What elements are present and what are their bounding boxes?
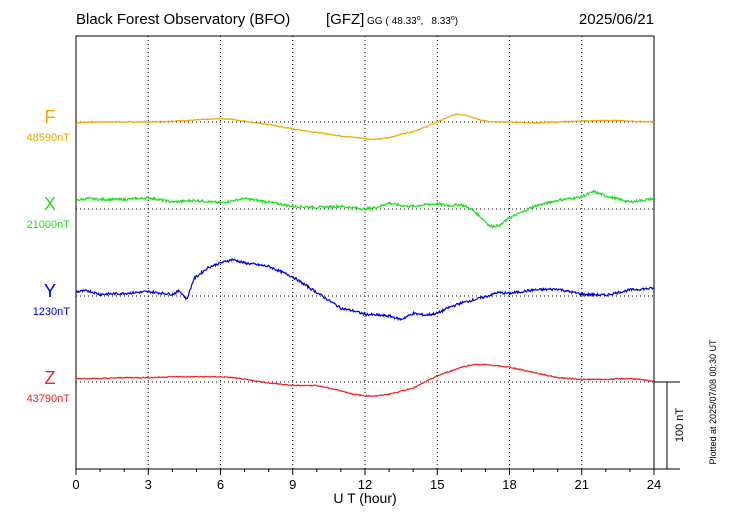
source-tag: [GFZ] <box>326 11 364 28</box>
series-name-y: Y <box>44 281 56 301</box>
x-tick-label: 3 <box>145 477 152 492</box>
lon-degree: o <box>451 15 455 22</box>
series-name-f: F <box>45 107 56 127</box>
lat-degree: o <box>417 15 421 22</box>
series-name-z: Z <box>45 368 56 388</box>
x-tick-label: 0 <box>72 477 79 492</box>
x-tick-label: 12 <box>358 477 372 492</box>
coords-lon: 8.33 <box>431 16 451 27</box>
x-tick-label: 6 <box>217 477 224 492</box>
series-baseline-y: 1230nT <box>33 306 71 318</box>
coords-suffix: ) <box>455 16 458 27</box>
grid-layer <box>76 36 654 469</box>
series-label-layer: F 48590nT X 21000nT Y 1230nT Z 43790nT <box>27 107 71 405</box>
chart-date: 2025/06/21 <box>579 11 654 28</box>
series-line-x <box>75 189 654 228</box>
x-tick-label: 18 <box>502 477 516 492</box>
series-layer <box>75 113 655 398</box>
x-tick-label: 15 <box>430 477 444 492</box>
x-axis-label: U T (hour) <box>333 490 396 506</box>
scale-bar: 100 nT <box>654 381 686 470</box>
series-baseline-f: 48590nT <box>27 132 71 144</box>
series-baseline-x: 21000nT <box>27 219 71 231</box>
scale-bar-label: 100 nT <box>674 408 686 443</box>
tick-layer: 0 3 6 9 12 15 18 21 24 <box>72 469 661 492</box>
coords-lat: 48.33 <box>392 16 417 27</box>
coords-prefix: GG ( <box>367 16 389 27</box>
coordinates: GG (48.33o, 8.33o) <box>367 15 458 27</box>
chart-title: Black Forest Observatory (BFO) <box>76 11 290 28</box>
x-tick-label: 21 <box>575 477 589 492</box>
plotted-note: Plotted at 2025/07/08 00:30 UT <box>708 339 718 465</box>
series-name-x: X <box>44 194 56 214</box>
series-line-f <box>75 113 655 141</box>
series-baseline-z: 43790nT <box>27 393 71 405</box>
x-tick-label: 24 <box>647 477 661 492</box>
x-tick-label: 9 <box>289 477 296 492</box>
series-line-z <box>75 363 655 398</box>
series-line-y <box>75 257 655 322</box>
